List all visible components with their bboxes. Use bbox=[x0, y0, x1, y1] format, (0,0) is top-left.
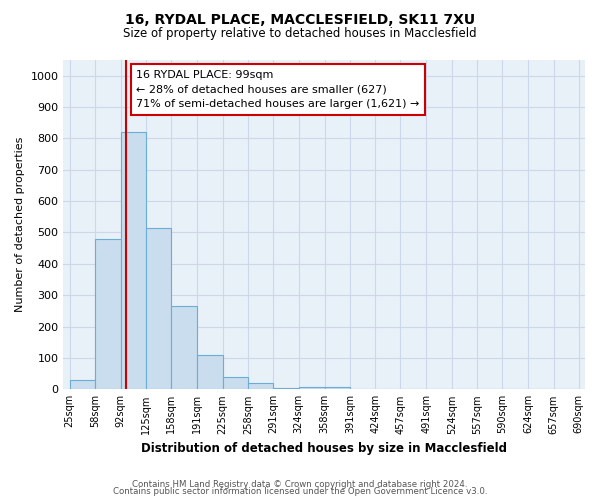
Bar bbox=[197, 355, 223, 390]
Bar bbox=[121, 132, 146, 390]
Bar bbox=[95, 239, 121, 390]
Bar bbox=[325, 387, 350, 390]
Bar bbox=[299, 387, 325, 390]
Text: 16 RYDAL PLACE: 99sqm
← 28% of detached houses are smaller (627)
71% of semi-det: 16 RYDAL PLACE: 99sqm ← 28% of detached … bbox=[136, 70, 420, 110]
Bar bbox=[248, 383, 273, 390]
Text: 16, RYDAL PLACE, MACCLESFIELD, SK11 7XU: 16, RYDAL PLACE, MACCLESFIELD, SK11 7XU bbox=[125, 12, 475, 26]
X-axis label: Distribution of detached houses by size in Macclesfield: Distribution of detached houses by size … bbox=[141, 442, 507, 455]
Bar bbox=[70, 380, 95, 390]
Bar bbox=[273, 388, 299, 390]
Text: Contains HM Land Registry data © Crown copyright and database right 2024.: Contains HM Land Registry data © Crown c… bbox=[132, 480, 468, 489]
Bar bbox=[146, 228, 172, 390]
Bar bbox=[223, 378, 248, 390]
Bar bbox=[172, 306, 197, 390]
Text: Contains public sector information licensed under the Open Government Licence v3: Contains public sector information licen… bbox=[113, 487, 487, 496]
Text: Size of property relative to detached houses in Macclesfield: Size of property relative to detached ho… bbox=[123, 28, 477, 40]
Y-axis label: Number of detached properties: Number of detached properties bbox=[15, 137, 25, 312]
